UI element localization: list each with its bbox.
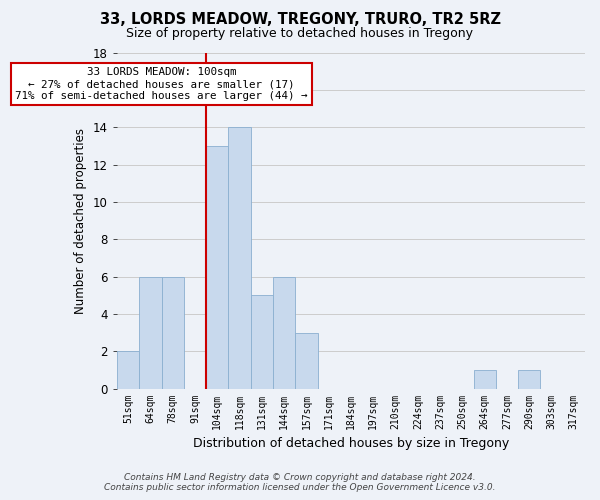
Text: Contains HM Land Registry data © Crown copyright and database right 2024.
Contai: Contains HM Land Registry data © Crown c… bbox=[104, 473, 496, 492]
Text: 33, LORDS MEADOW, TREGONY, TRURO, TR2 5RZ: 33, LORDS MEADOW, TREGONY, TRURO, TR2 5R… bbox=[100, 12, 500, 28]
Bar bbox=[473, 370, 496, 388]
Bar bbox=[206, 146, 229, 388]
Bar bbox=[518, 370, 541, 388]
Y-axis label: Number of detached properties: Number of detached properties bbox=[74, 128, 88, 314]
Bar bbox=[139, 276, 161, 388]
X-axis label: Distribution of detached houses by size in Tregony: Distribution of detached houses by size … bbox=[193, 437, 509, 450]
Bar bbox=[251, 295, 273, 388]
Bar bbox=[229, 127, 251, 388]
Bar bbox=[117, 351, 139, 389]
Bar bbox=[161, 276, 184, 388]
Bar bbox=[273, 276, 295, 388]
Text: 33 LORDS MEADOW: 100sqm
← 27% of detached houses are smaller (17)
71% of semi-de: 33 LORDS MEADOW: 100sqm ← 27% of detache… bbox=[15, 68, 308, 100]
Bar bbox=[295, 332, 317, 388]
Text: Size of property relative to detached houses in Tregony: Size of property relative to detached ho… bbox=[127, 28, 473, 40]
